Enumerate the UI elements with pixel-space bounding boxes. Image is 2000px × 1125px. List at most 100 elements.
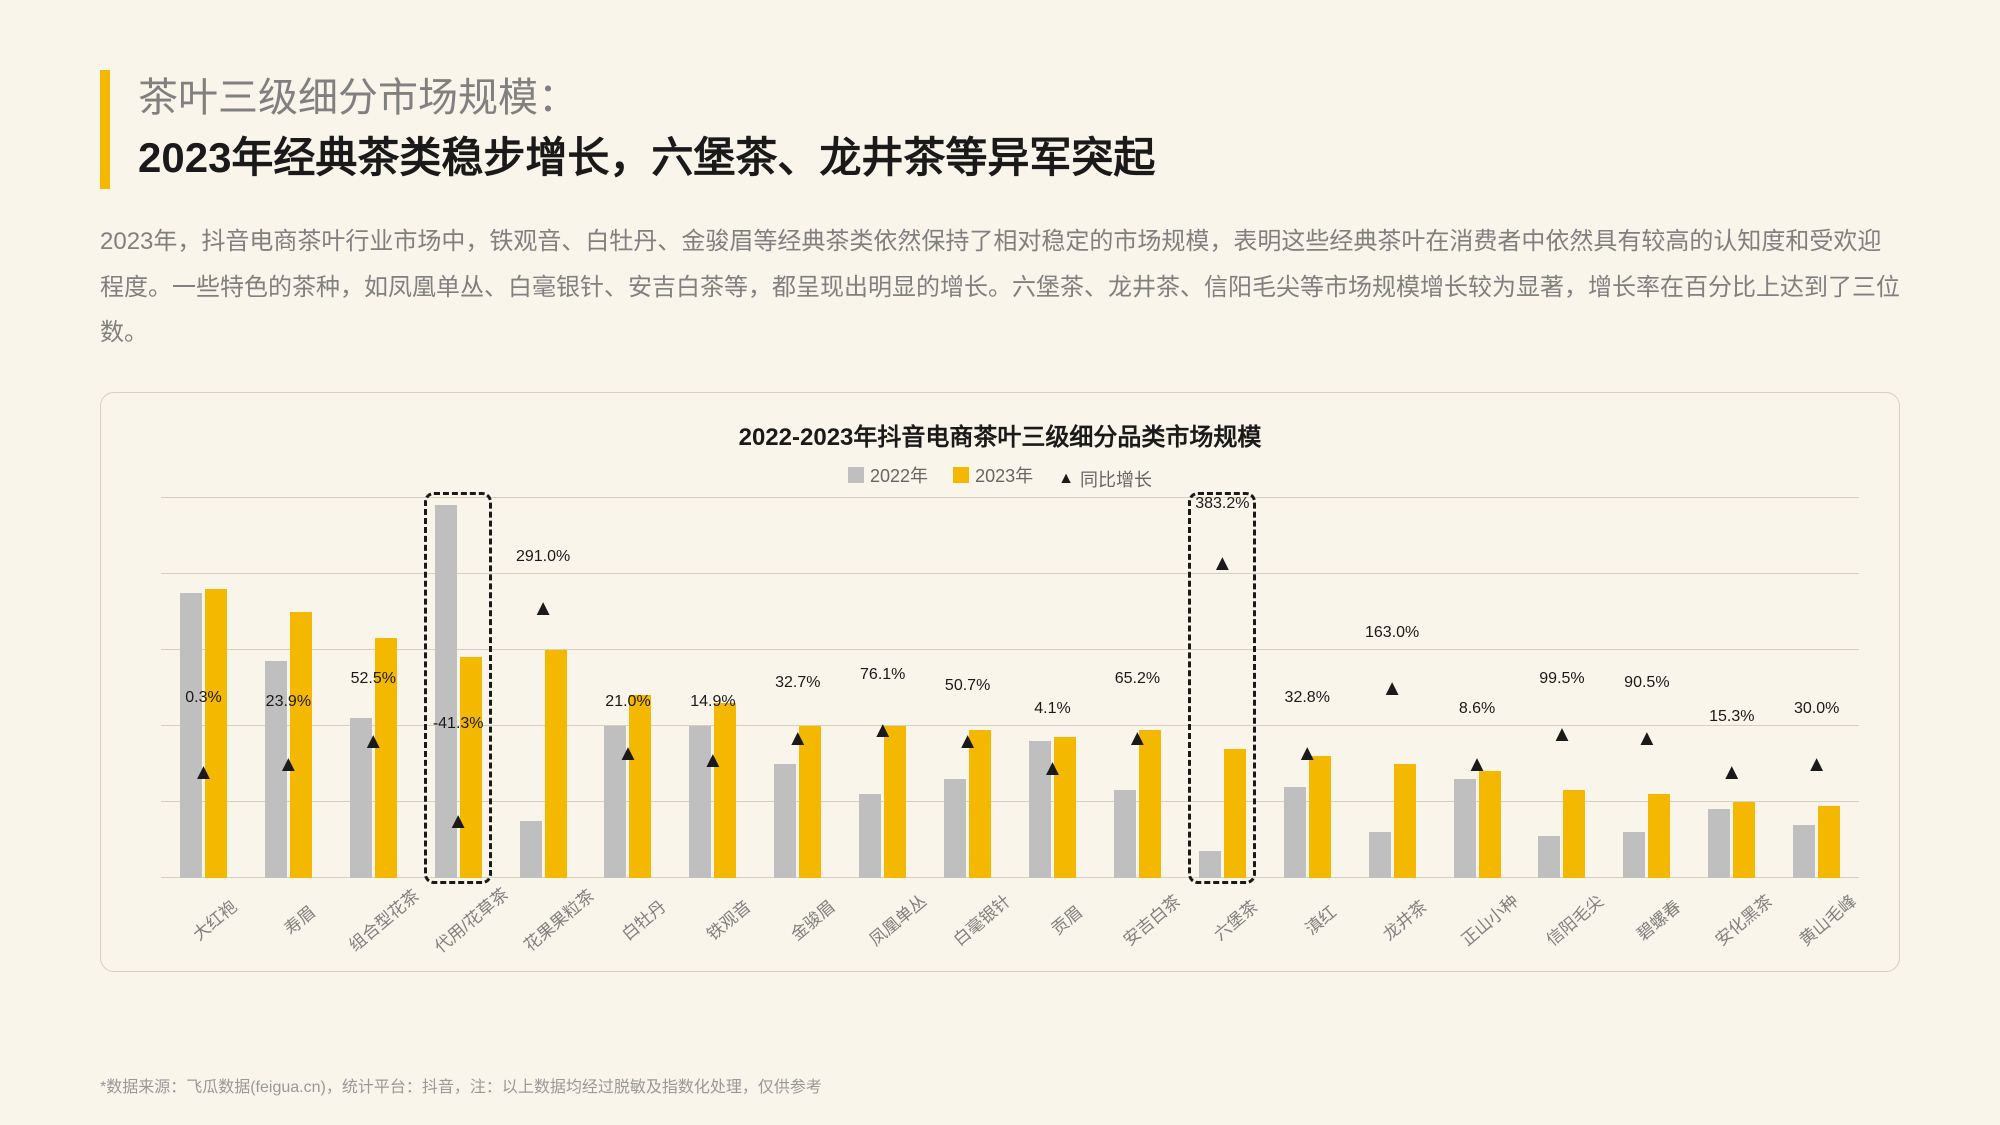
bar-group: 65.2% ▲ bbox=[1095, 498, 1180, 878]
bar-2022 bbox=[944, 779, 966, 878]
growth-label: 8.6% bbox=[1459, 700, 1495, 718]
bar-group: 30.0% ▲ bbox=[1774, 498, 1859, 878]
triangle-marker-icon: ▲ bbox=[1381, 677, 1403, 699]
bar-2022 bbox=[1708, 809, 1730, 877]
growth-label: 52.5% bbox=[351, 670, 396, 688]
legend-swatch-2022 bbox=[848, 467, 864, 483]
x-axis-label: 信阳毛尖 bbox=[1533, 882, 1614, 956]
bar-2023 bbox=[290, 612, 312, 878]
legend-swatch-2023 bbox=[953, 467, 969, 483]
x-axis-label: 金骏眉 bbox=[771, 882, 852, 956]
x-axis-label: 安吉白茶 bbox=[1110, 882, 1191, 956]
bar-2022 bbox=[1538, 836, 1560, 878]
bar-group: 23.9%▲ bbox=[246, 498, 331, 878]
legend-growth: ▲ 同比增长 bbox=[1058, 466, 1152, 492]
bar-2022 bbox=[520, 821, 542, 878]
triangle-marker-icon: ▲ bbox=[1127, 727, 1149, 749]
growth-label: 99.5% bbox=[1539, 670, 1584, 688]
chart-title: 2022-2023年抖音电商茶叶三级细分品类市场规模 bbox=[131, 417, 1869, 452]
growth-label: 32.8% bbox=[1285, 689, 1330, 707]
growth-label: 30.0% bbox=[1794, 700, 1839, 718]
bar-2023 bbox=[1648, 794, 1670, 878]
triangle-marker-icon: ▲ bbox=[1296, 742, 1318, 764]
growth-label: 65.2% bbox=[1115, 670, 1160, 688]
bar-group: 76.1% ▲ bbox=[840, 498, 925, 878]
triangle-marker-icon: ▲ bbox=[1806, 753, 1828, 775]
x-axis-label: 碧螺春 bbox=[1618, 882, 1699, 956]
footnote: *数据来源：飞瓜数据(feigua.cn)，统计平台：抖音，注：以上数据均经过脱… bbox=[100, 1073, 822, 1097]
bar-group: 21.0% ▲ bbox=[586, 498, 671, 878]
growth-label: 23.9% bbox=[266, 693, 311, 711]
triangle-marker-icon: ▲ bbox=[787, 727, 809, 749]
x-axis-label: 龙井茶 bbox=[1364, 882, 1445, 956]
triangle-marker-icon: ▲ bbox=[872, 719, 894, 741]
bar-2023 bbox=[460, 657, 482, 877]
bar-2023 bbox=[1733, 802, 1755, 878]
bar-2022 bbox=[1284, 787, 1306, 878]
bar-2022 bbox=[1793, 825, 1815, 878]
bar-2022 bbox=[1454, 779, 1476, 878]
bar-group: -41.3%▲ bbox=[416, 498, 501, 878]
bar-2023 bbox=[1563, 790, 1585, 877]
bar-group: 15.3%▲ bbox=[1689, 498, 1774, 878]
growth-label: 90.5% bbox=[1624, 674, 1669, 692]
triangle-marker-icon: ▲ bbox=[1636, 727, 1658, 749]
triangle-marker-icon: ▲ bbox=[1211, 552, 1233, 574]
bar-2023 bbox=[884, 726, 906, 878]
bar-2022 bbox=[180, 593, 202, 878]
bar-2023 bbox=[714, 703, 736, 878]
bar-2023 bbox=[1818, 806, 1840, 878]
growth-label: 291.0% bbox=[516, 548, 570, 566]
legend-label-2022: 2022年 bbox=[870, 462, 928, 488]
chart-container: 2022-2023年抖音电商茶叶三级细分品类市场规模 2022年 2023年 ▲… bbox=[100, 392, 1900, 972]
triangle-marker-icon: ▲ bbox=[1721, 761, 1743, 783]
bar-2023 bbox=[545, 650, 567, 878]
x-axis-label: 白毫银针 bbox=[941, 882, 1022, 956]
triangle-marker-icon: ▲ bbox=[1466, 753, 1488, 775]
title-block: 茶叶三级细分市场规模： 2023年经典茶类稳步增长，六堡茶、龙井茶等异军突起 bbox=[100, 70, 1900, 189]
x-axis-label: 贡眉 bbox=[1025, 882, 1106, 956]
triangle-marker-icon: ▲ bbox=[447, 810, 469, 832]
legend-label-2023: 2023年 bbox=[975, 462, 1033, 488]
bar-2023 bbox=[1394, 764, 1416, 878]
bar-2023 bbox=[1309, 756, 1331, 878]
title-accent-bar bbox=[100, 70, 110, 189]
x-axis-label: 铁观音 bbox=[687, 882, 768, 956]
bar-group: 383.2% ▲ bbox=[1180, 498, 1265, 878]
legend-label-growth: 同比增长 bbox=[1080, 466, 1152, 492]
growth-label: 383.2% bbox=[1195, 495, 1249, 513]
bar-group: 291.0% ▲ bbox=[501, 498, 586, 878]
x-axis-label: 组合型花茶 bbox=[343, 882, 424, 956]
x-axis-label: 凤凰单丛 bbox=[856, 882, 937, 956]
bar-2023 bbox=[1479, 771, 1501, 877]
triangle-marker-icon: ▲ bbox=[1551, 723, 1573, 745]
growth-label: 163.0% bbox=[1365, 624, 1419, 642]
bar-group: 0.3%▲ bbox=[161, 498, 246, 878]
bar-2023 bbox=[205, 589, 227, 878]
bar-group: 8.6% ▲ bbox=[1435, 498, 1520, 878]
bar-group: 52.5% ▲ bbox=[331, 498, 416, 878]
legend-2022: 2022年 bbox=[848, 462, 928, 488]
bar-2022 bbox=[1114, 790, 1136, 877]
bar-group: 90.5% ▲ bbox=[1604, 498, 1689, 878]
triangle-marker-icon: ▲ bbox=[362, 730, 384, 752]
x-axis-label: 六堡茶 bbox=[1194, 882, 1275, 956]
triangle-marker-icon: ▲ bbox=[1042, 757, 1064, 779]
growth-label: 50.7% bbox=[945, 677, 990, 695]
chart-x-labels: 大红袍寿眉组合型花茶代用/花草茶花果果粒茶白牡丹铁观音金骏眉凤凰单丛白毫银针贡眉… bbox=[161, 888, 1859, 913]
x-axis-label: 花果果粒茶 bbox=[517, 882, 598, 956]
growth-label: 0.3% bbox=[185, 689, 221, 707]
growth-label: 21.0% bbox=[605, 693, 650, 711]
bar-2023 bbox=[1224, 749, 1246, 878]
x-axis-label: 滇红 bbox=[1279, 882, 1360, 956]
growth-label: 14.9% bbox=[690, 693, 735, 711]
x-axis-label: 代用/花草茶 bbox=[428, 880, 513, 957]
bar-2022 bbox=[1623, 832, 1645, 878]
triangle-marker-icon: ▲ bbox=[532, 597, 554, 619]
title-line2: 2023年经典茶类稳步增长，六堡茶、龙井茶等异军突起 bbox=[138, 126, 1900, 189]
growth-label: 76.1% bbox=[860, 666, 905, 684]
x-axis-label: 安化黑茶 bbox=[1702, 882, 1783, 956]
bar-group: 32.7%▲ bbox=[755, 498, 840, 878]
triangle-marker-icon: ▲ bbox=[617, 742, 639, 764]
bar-2022 bbox=[774, 764, 796, 878]
